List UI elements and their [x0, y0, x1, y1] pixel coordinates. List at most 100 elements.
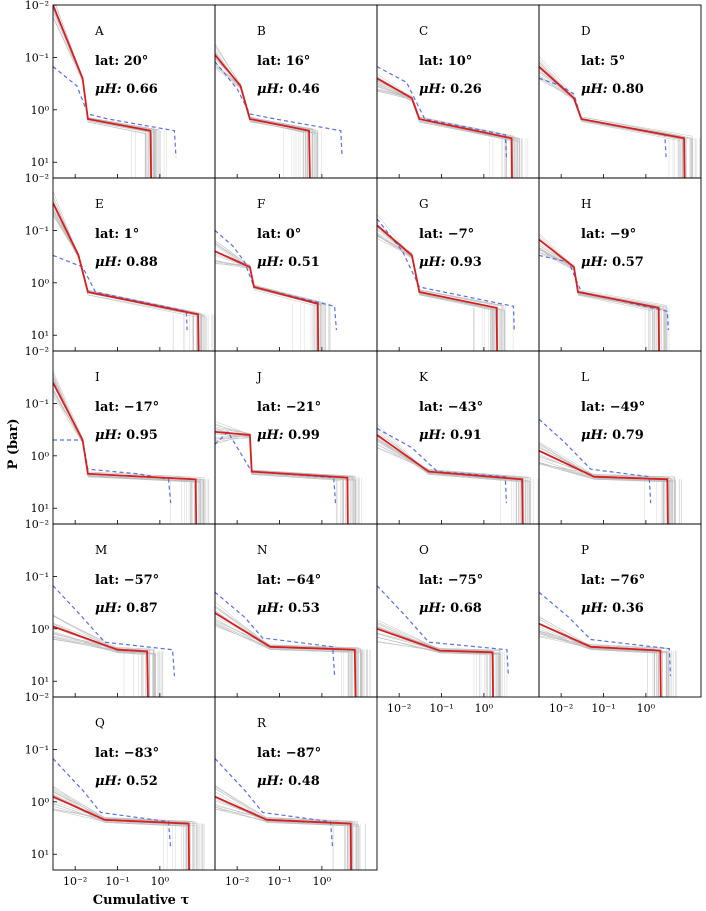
plot-area	[53, 758, 205, 870]
ensemble-line	[215, 607, 354, 697]
ensemble-line	[215, 625, 363, 697]
latitude-prefix: lat:	[257, 573, 286, 588]
mu-h-prefix: μH:	[419, 82, 450, 97]
ensemble-line	[215, 808, 352, 870]
mu-h-text: μH: 0.88	[95, 255, 158, 270]
best-fit-line	[215, 795, 352, 870]
latitude-text: lat: −7°	[419, 227, 474, 242]
panel-label: I	[95, 370, 100, 384]
mu-h-prefix: μH:	[95, 255, 126, 270]
latitude-text: lat: −83°	[95, 746, 159, 761]
ensemble-line	[53, 202, 201, 351]
reference-line	[215, 61, 343, 158]
latitude-prefix: lat:	[257, 54, 286, 69]
mu-h-value: 0.46	[288, 82, 320, 97]
x-tick-label: 10⁰	[313, 875, 332, 888]
ensemble-line	[53, 623, 156, 697]
mu-h-text: μH: 0.68	[419, 601, 482, 616]
latitude-text: lat: −9°	[581, 227, 636, 242]
latitude-value: −75°	[448, 573, 483, 588]
plot-area	[53, 585, 175, 697]
ensemble-line	[215, 800, 348, 870]
latitude-text: lat: −17°	[95, 400, 159, 415]
ensemble-line	[377, 439, 521, 524]
best-fit-line	[53, 202, 200, 351]
y-tick-label: 10⁰	[31, 623, 50, 636]
plot-area	[377, 214, 515, 351]
ensemble-line	[539, 624, 668, 697]
latitude-prefix: lat:	[95, 54, 124, 69]
mu-h-value: 0.26	[450, 82, 482, 97]
ensemble-line	[53, 790, 189, 870]
ensemble-lines	[539, 616, 670, 697]
y-tick-label: 10⁻¹	[25, 743, 49, 756]
ensemble-line	[215, 786, 346, 870]
x-tick-label: 10⁰	[151, 875, 170, 888]
latitude-text: lat: −76°	[581, 573, 645, 588]
ensemble-line	[215, 791, 349, 870]
mu-h-text: μH: 0.93	[419, 255, 482, 270]
mu-h-text: μH: 0.95	[95, 428, 158, 443]
x-tick-label: 10⁻²	[549, 702, 573, 715]
mu-h-text: μH: 0.48	[257, 774, 320, 789]
panel-label: A	[94, 24, 104, 38]
ensemble-line	[215, 796, 360, 870]
mu-h-value: 0.52	[126, 774, 158, 789]
ensemble-line	[53, 196, 194, 351]
ensemble-line	[539, 635, 667, 697]
ensemble-line	[215, 785, 353, 870]
ensemble-line	[53, 803, 184, 870]
latitude-text: lat: −43°	[419, 400, 483, 415]
mu-h-prefix: μH:	[95, 601, 126, 616]
latitude-value: 1°	[124, 227, 140, 242]
mu-h-text: μH: 0.52	[95, 774, 158, 789]
mu-h-value: 0.95	[126, 428, 158, 443]
best-fit-line	[539, 238, 660, 351]
ensemble-line	[539, 630, 655, 697]
ensemble-line	[377, 235, 498, 351]
mu-h-value: 0.91	[450, 428, 482, 443]
mu-h-value: 0.66	[126, 82, 158, 97]
plot-area	[215, 229, 337, 351]
best-fit-line	[53, 795, 190, 870]
ensemble-line	[539, 624, 663, 697]
latitude-value: −57°	[124, 573, 159, 588]
ensemble-line	[215, 57, 318, 178]
latitude-value: −49°	[610, 400, 645, 415]
plot-area	[53, 191, 215, 351]
ensemble-line	[53, 803, 189, 870]
reference-line	[53, 585, 175, 677]
y-tick-label: 10¹	[31, 156, 49, 169]
ensemble-line	[215, 260, 317, 351]
ensemble-line	[539, 462, 674, 524]
reference-line	[377, 66, 507, 158]
ensemble-line	[53, 615, 151, 697]
plot-area	[377, 585, 509, 697]
latitude-prefix: lat:	[95, 227, 124, 242]
latitude-value: −87°	[286, 746, 321, 761]
plot-area	[539, 418, 682, 524]
latitude-value: −17°	[124, 400, 159, 415]
ensemble-line	[539, 61, 686, 178]
y-tick-label: 10¹	[31, 329, 49, 342]
latitude-text: lat: 20°	[95, 54, 148, 69]
ensemble-drops	[341, 649, 371, 697]
mu-h-prefix: μH:	[419, 428, 450, 443]
y-tick-label: 10⁻²	[25, 345, 49, 358]
mu-h-value: 0.53	[288, 601, 320, 616]
latitude-text: lat: −49°	[581, 400, 645, 415]
x-tick-label: 10⁻²	[63, 875, 87, 888]
latitude-prefix: lat:	[419, 227, 448, 242]
ensemble-line	[215, 262, 321, 351]
latitude-value: −7°	[448, 227, 474, 242]
ensemble-drops	[131, 130, 167, 178]
ensemble-line	[53, 631, 156, 697]
ensemble-line	[215, 807, 345, 870]
ensemble-line	[539, 632, 663, 697]
